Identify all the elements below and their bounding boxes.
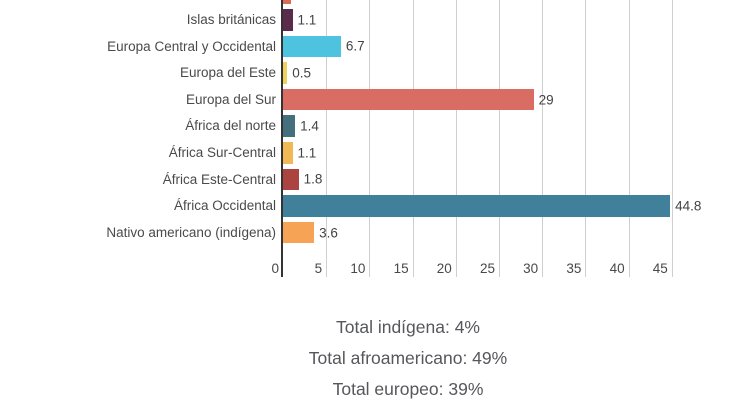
x-axis-tick-label: 35 xyxy=(566,261,582,276)
bar-value-label: 3.6 xyxy=(319,225,338,241)
category-label: África del norte xyxy=(185,118,276,134)
bar-value-label: 0.5 xyxy=(292,65,312,81)
x-axis-tick-label: 0 xyxy=(271,261,279,276)
category-label: Nativo americano (indígena) xyxy=(106,224,276,240)
x-axis-tick-label: 5 xyxy=(314,261,323,276)
x-axis-tick-label: 30 xyxy=(523,261,539,276)
gridline xyxy=(629,0,630,277)
bar[interactable] xyxy=(283,221,315,244)
totals-summary: Total indígena: 4% Total afroamericano: … xyxy=(70,312,746,405)
x-axis-tick-label: 25 xyxy=(479,261,495,276)
bar-value-label: 1.1 xyxy=(297,145,317,161)
bar[interactable] xyxy=(283,142,293,164)
bar-cropped-top[interactable] xyxy=(283,0,291,4)
category-label: África Sur-Central xyxy=(168,145,276,160)
category-label: Europa del Sur xyxy=(185,91,276,107)
total-europeo-text: Total europeo: 39% xyxy=(332,379,484,399)
total-indigena-text: Total indígena: 4% xyxy=(336,317,480,337)
bar[interactable] xyxy=(283,9,293,31)
x-axis-tick-label: 45 xyxy=(652,261,668,276)
x-axis-tick-label: 10 xyxy=(350,261,366,276)
x-axis-tick-label: 20 xyxy=(436,261,452,276)
category-label: África Occidental xyxy=(173,198,276,214)
gridline xyxy=(672,0,673,277)
bar-chart: 0 5 10 15 20 25 30 35 40 45 Islas británicas 1.1 Eur… xyxy=(106,0,702,277)
category-label: África Este-Central xyxy=(162,171,276,187)
category-label: Europa del Este xyxy=(179,65,276,81)
category-label: Europa Central y Occidental xyxy=(107,38,276,54)
bar-value-label: 1.8 xyxy=(303,171,323,187)
bar[interactable] xyxy=(283,168,299,191)
gridline xyxy=(585,0,586,277)
gridline xyxy=(499,0,500,277)
bar[interactable] xyxy=(283,35,341,58)
bar[interactable] xyxy=(283,115,296,137)
bar-value-label: 6.7 xyxy=(345,38,365,54)
gridline xyxy=(542,0,543,277)
bar[interactable] xyxy=(283,88,534,111)
gridline xyxy=(326,0,327,277)
bar-value-label: 1.4 xyxy=(300,118,319,134)
bar[interactable] xyxy=(283,195,671,217)
gridline xyxy=(369,0,370,277)
y-axis-line xyxy=(281,0,283,277)
category-label: Islas británicas xyxy=(186,12,276,27)
bar[interactable] xyxy=(283,62,288,84)
gridline xyxy=(456,0,457,277)
bar-value-label: 44.8 xyxy=(675,198,702,214)
x-axis-tick-label: 15 xyxy=(393,261,409,276)
bar-value-label: 1.1 xyxy=(297,12,317,28)
x-axis-tick-label: 40 xyxy=(609,261,625,276)
gridline xyxy=(413,0,414,277)
bar-value-label: 29 xyxy=(538,92,554,108)
total-afroamericano-text: Total afroamericano: 49% xyxy=(308,348,508,368)
